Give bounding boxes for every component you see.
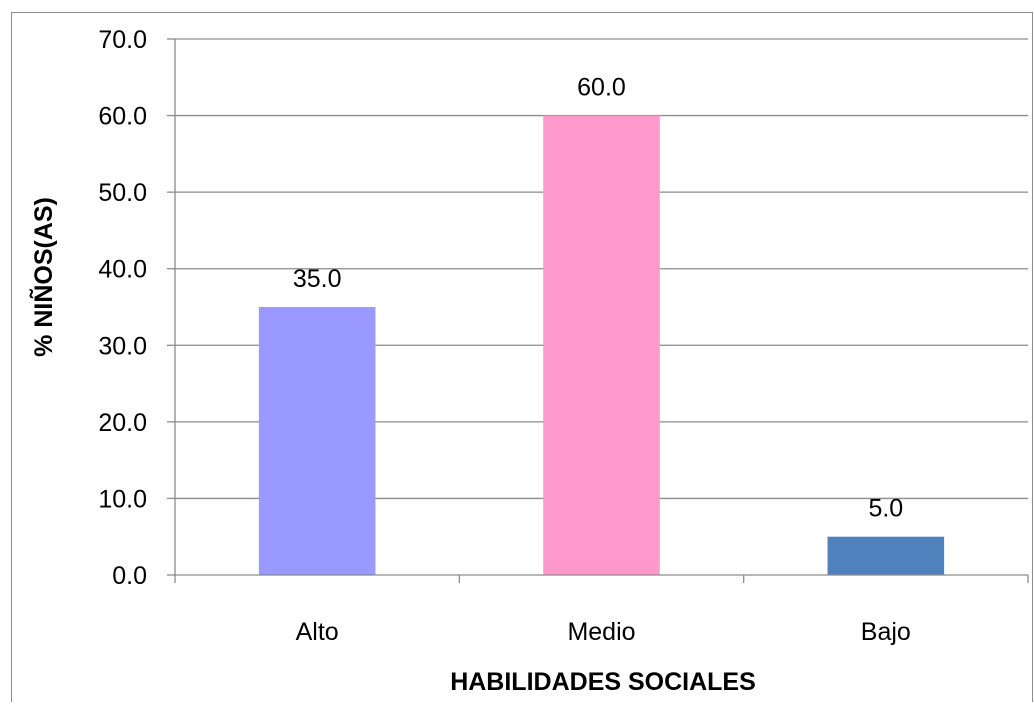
x-tick-label: Alto: [296, 618, 339, 646]
y-tick-label: 10.0: [98, 485, 147, 513]
bar-bajo: [827, 536, 945, 575]
y-axis-title: % NIÑOS(AS): [28, 197, 58, 357]
y-tick-label: 50.0: [98, 179, 147, 207]
y-tick-label: 30.0: [98, 332, 147, 360]
axes: [174, 39, 1029, 583]
x-tick-labels: Alto Medio Bajo: [296, 618, 911, 646]
x-axis-title: HABILIDADES SOCIALES: [450, 668, 756, 696]
y-tick-label: 0.0: [112, 562, 147, 590]
data-label: 5.0: [868, 495, 903, 523]
bar-medio: [543, 115, 660, 576]
y-tick-label: 70.0: [98, 26, 147, 54]
bars: [258, 115, 945, 576]
chart-frame: [11, 12, 1033, 702]
x-tick-label: Bajo: [861, 618, 911, 646]
data-labels: 35.0 60.0 5.0: [293, 74, 903, 523]
data-label: 60.0: [577, 74, 626, 102]
bar-alto: [258, 307, 376, 575]
y-tick-labels: 0.0 10.0 20.0 30.0 40.0 50.0 60.0 70.0: [98, 26, 147, 590]
y-tick-label: 40.0: [98, 256, 147, 284]
y-tick-label: 20.0: [98, 409, 147, 437]
x-tick-label: Medio: [567, 618, 635, 646]
y-tick-label: 60.0: [98, 103, 147, 131]
data-label: 35.0: [293, 265, 342, 293]
